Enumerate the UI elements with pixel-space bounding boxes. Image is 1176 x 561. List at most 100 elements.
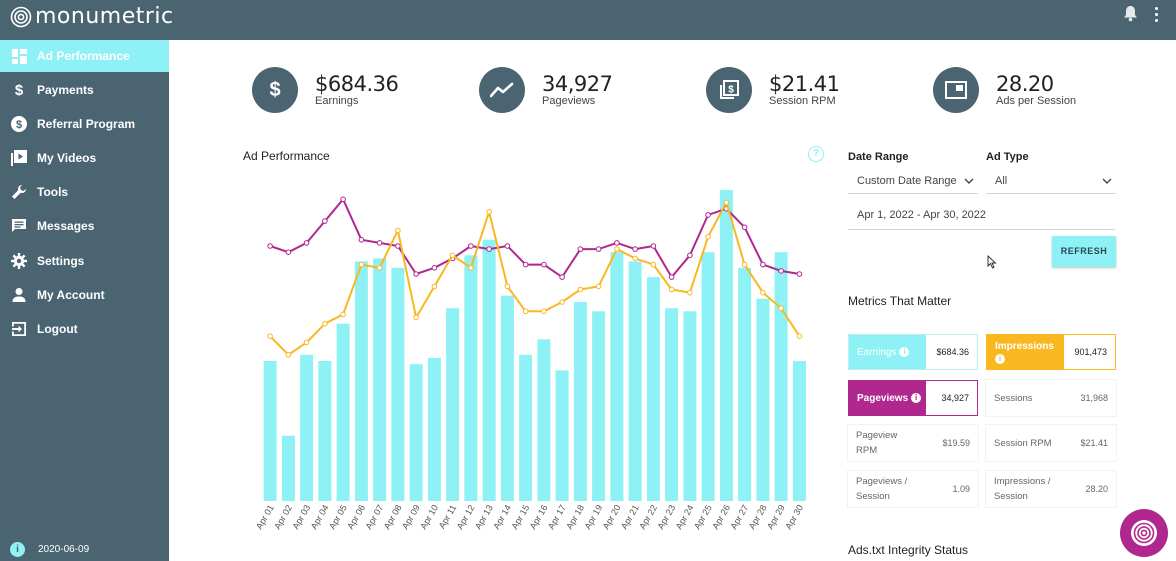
chart-point bbox=[705, 233, 711, 240]
chart-point bbox=[449, 252, 456, 259]
metric-value: $684.36 bbox=[926, 335, 977, 369]
sidebar-item-tools[interactable]: Tools bbox=[0, 176, 169, 208]
chart-point bbox=[687, 289, 693, 296]
chart-point bbox=[650, 243, 657, 249]
refresh-button[interactable]: REFRESH bbox=[1052, 236, 1116, 267]
sidebar-item-label: Payments bbox=[37, 83, 94, 97]
chat-button[interactable] bbox=[1120, 509, 1168, 557]
sidebar-item-ad-performance[interactable]: Ad Performance bbox=[0, 40, 169, 72]
info-icon[interactable]: i bbox=[899, 347, 910, 357]
sidebar-item-referral-program[interactable]: $ Referral Program bbox=[0, 108, 169, 140]
chevron-down-icon bbox=[964, 178, 974, 184]
chart-point bbox=[778, 305, 784, 311]
date-range-input[interactable]: Apr 1, 2022 - Apr 30, 2022 bbox=[848, 203, 1115, 230]
person-icon bbox=[11, 287, 27, 303]
chart-point bbox=[668, 274, 675, 280]
chart-point bbox=[522, 261, 529, 268]
chart-bar bbox=[665, 308, 679, 501]
chart-point bbox=[267, 243, 273, 249]
kpi-pageviews: 34,927 Pageviews bbox=[479, 67, 613, 113]
metric-label: RPM bbox=[856, 445, 878, 456]
sidebar-item-my-videos[interactable]: My Videos bbox=[0, 142, 169, 174]
metric-label: Pageviews bbox=[857, 392, 909, 404]
kpi-earnings: $ $684.36 Earnings bbox=[252, 67, 399, 113]
chart-point bbox=[303, 240, 310, 246]
ad-type-select[interactable]: All bbox=[986, 168, 1116, 194]
sidebar-item-settings[interactable]: Settings bbox=[0, 245, 169, 277]
metric-pageviews-per-session[interactable]: Pageviews / Session 1.09 bbox=[848, 471, 978, 507]
sidebar-item-label: My Account bbox=[37, 288, 105, 302]
brand-name: monumetric bbox=[35, 4, 174, 29]
chart-bar bbox=[610, 252, 624, 501]
kpi-value: 28.20 bbox=[996, 72, 1054, 96]
chart-point bbox=[376, 265, 383, 271]
chart-point bbox=[541, 308, 547, 315]
chart-point bbox=[468, 265, 474, 271]
wrench-icon bbox=[11, 184, 27, 200]
info-icon[interactable]: i bbox=[995, 353, 1005, 364]
kpi-label: Session RPM bbox=[769, 95, 836, 107]
chart-point bbox=[431, 283, 438, 290]
chart-point bbox=[778, 268, 784, 274]
ads-txt-title: Ads.txt Integrity Status bbox=[848, 543, 969, 557]
metric-impressions[interactable]: Impressions i 901,473 bbox=[986, 334, 1116, 370]
chart-line-impressions bbox=[269, 201, 801, 356]
dollar-icon: $ bbox=[14, 81, 24, 99]
x-tick-label: Apr 30 bbox=[783, 503, 805, 531]
kpi-ads-per-session: 28.20 Ads per Session bbox=[933, 67, 1076, 113]
mouse-cursor-icon bbox=[987, 255, 997, 269]
chart-bar bbox=[263, 361, 277, 501]
sidebar-item-messages[interactable]: Messages bbox=[0, 210, 169, 242]
chart-point bbox=[358, 261, 365, 268]
metric-pageviews[interactable]: Pageviews i 34,927 bbox=[848, 380, 978, 416]
metric-sessions[interactable]: Sessions 31,968 bbox=[986, 380, 1116, 416]
chart-point bbox=[741, 224, 748, 231]
date-range-label: Date Range bbox=[848, 151, 909, 163]
chart-line-pageviews bbox=[269, 198, 800, 279]
chart-point bbox=[285, 249, 292, 255]
chart-point bbox=[577, 246, 584, 252]
brand-logo[interactable]: monumetric bbox=[10, 4, 174, 29]
metric-label: Session bbox=[856, 491, 890, 502]
sidebar-item-logout[interactable]: Logout bbox=[0, 313, 169, 345]
sidebar-item-payments[interactable]: $ Payments bbox=[0, 74, 169, 106]
chart-point bbox=[413, 314, 419, 321]
chart-point bbox=[395, 227, 401, 234]
help-icon[interactable]: ? bbox=[808, 146, 824, 162]
chart-point bbox=[267, 333, 273, 339]
metric-label: Sessions bbox=[994, 392, 1033, 404]
chart-point bbox=[395, 243, 401, 249]
version-date: 2020-06-09 bbox=[38, 544, 90, 555]
metric-value: $19.59 bbox=[942, 438, 970, 448]
gear-icon bbox=[11, 253, 27, 269]
notification-bell-icon[interactable] bbox=[1123, 5, 1138, 22]
ad-type-label: Ad Type bbox=[986, 151, 1029, 163]
chart-point bbox=[577, 286, 584, 293]
chart-bar bbox=[427, 357, 441, 501]
chart-bar bbox=[738, 267, 752, 502]
metric-session-rpm[interactable]: Session RPM $21.41 bbox=[986, 425, 1116, 461]
chart-bar bbox=[354, 261, 368, 501]
chart-point bbox=[413, 271, 419, 277]
trend-line-icon bbox=[479, 67, 525, 113]
metric-impressions-per-session[interactable]: Impressions / Session 28.20 bbox=[986, 471, 1116, 507]
chart-point bbox=[285, 352, 292, 358]
metric-pageview-rpm[interactable]: Pageview RPM $19.59 bbox=[848, 425, 978, 461]
sidebar-item-my-account[interactable]: My Account bbox=[0, 279, 169, 311]
chart-bar bbox=[683, 311, 697, 501]
chart-point bbox=[723, 199, 730, 206]
chart-point bbox=[632, 246, 638, 252]
chart-point bbox=[340, 196, 346, 203]
chart-bar bbox=[482, 239, 496, 502]
ad-type-value: All bbox=[995, 175, 1008, 187]
date-range-select[interactable]: Custom Date Range bbox=[848, 168, 978, 194]
ad-window-icon bbox=[933, 67, 979, 113]
info-icon[interactable]: i bbox=[911, 393, 922, 403]
chart-point bbox=[595, 283, 602, 290]
metric-label: Session RPM bbox=[994, 437, 1052, 449]
metric-earnings[interactable]: Earnings i $684.36 bbox=[848, 334, 978, 370]
more-options-icon[interactable] bbox=[1155, 7, 1159, 25]
chart-bar bbox=[537, 339, 551, 501]
info-icon[interactable]: i bbox=[10, 542, 25, 557]
chart-bar bbox=[756, 298, 770, 501]
